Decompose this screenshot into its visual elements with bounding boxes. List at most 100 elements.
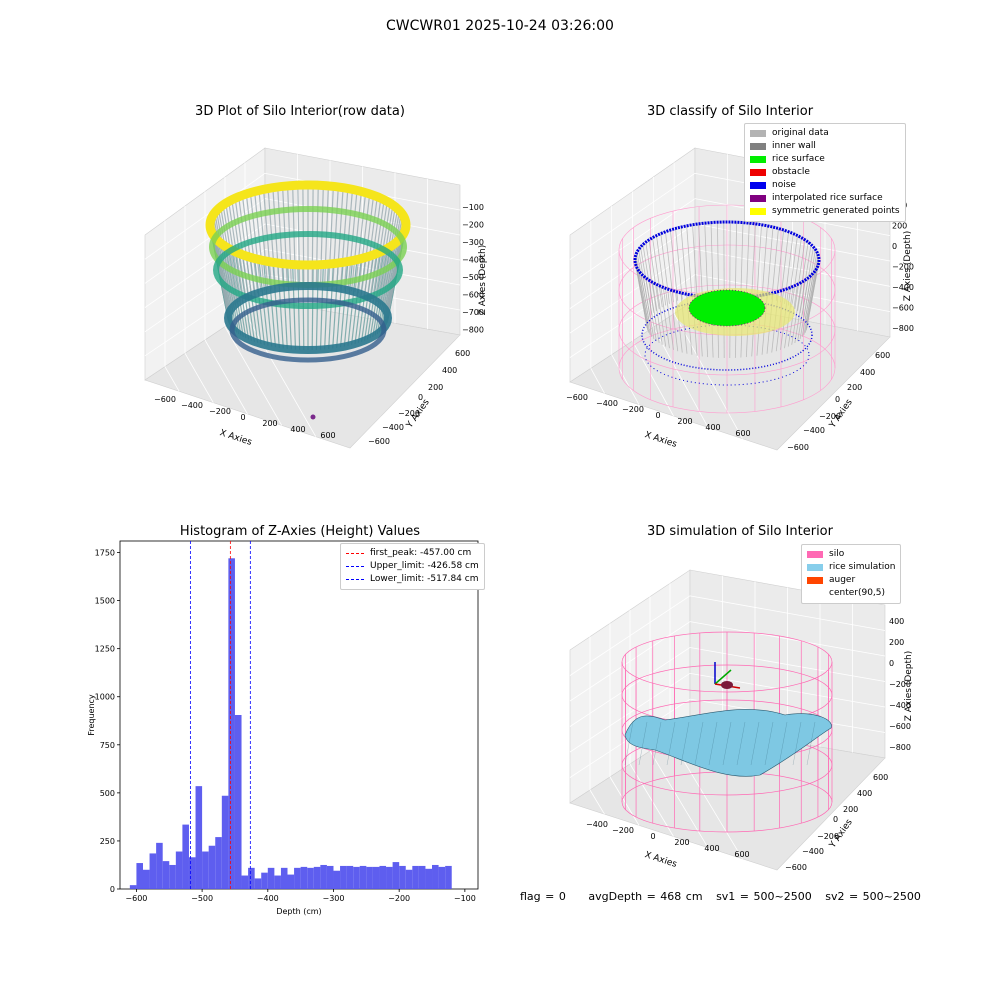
sv1-value: sv1 = 500~2500 — [716, 890, 812, 903]
simulation-legend-swatch — [807, 590, 823, 597]
raw-grid-line — [164, 366, 180, 392]
classify-legend-label: noise — [772, 180, 796, 190]
histogram-y-label: Frequency — [87, 694, 96, 736]
histogram-plot-area — [119, 540, 479, 890]
simulation-legend-swatch — [807, 577, 823, 584]
cls-x-label: X Axies — [643, 430, 678, 450]
cls-z-label: Z Axies (Depth) — [903, 231, 913, 302]
cls-grid-line — [590, 368, 605, 394]
cls-grid-line — [673, 313, 743, 439]
sim-x-tick: −400 — [586, 820, 608, 829]
cls-original-stroke — [656, 235, 667, 306]
cls-original-stroke — [635, 254, 649, 322]
sim-y-tick: −400 — [802, 847, 824, 856]
cls-y-tick: 200 — [847, 383, 862, 392]
cls-original-stroke — [692, 224, 698, 297]
histogram-bar — [418, 865, 426, 889]
simulation-legend-label: silo — [829, 549, 845, 559]
raw-y-tick: −600 — [368, 437, 390, 446]
raw-plot-title: 3D Plot of Silo Interior(row data) — [195, 104, 405, 119]
classify-legend-swatch — [750, 169, 766, 176]
classify-legend-item: inner wall — [750, 140, 900, 153]
raw-y-tick: 600 — [455, 349, 470, 358]
histogram-x-tick: −500 — [191, 894, 213, 903]
sim-y-tick: 200 — [843, 805, 858, 814]
histogram-legend-label: Lower_limit: -517.84 cm — [370, 574, 479, 584]
histogram-legend-swatch — [346, 579, 364, 580]
cls-z-tick: −600 — [892, 304, 914, 313]
raw-y-tick: 200 — [428, 383, 443, 392]
cls-original-stroke — [634, 259, 648, 327]
cls-original-stroke — [665, 288, 674, 350]
histogram-bar — [228, 558, 235, 889]
histogram-bar — [241, 875, 249, 889]
histogram-legend-item: first_peak: -457.00 cm — [346, 547, 479, 560]
histogram-bar — [221, 795, 229, 889]
sim-z-label: Z Axies (Depth) — [904, 651, 914, 722]
cls-original-stroke — [698, 223, 703, 296]
sim-x-tick: 600 — [734, 850, 749, 859]
sim-grid-line — [609, 776, 640, 826]
cls-x-tick: 200 — [677, 417, 692, 426]
cls-original-stroke — [680, 227, 688, 299]
histogram-bar — [136, 863, 143, 889]
raw-x-tick: −200 — [209, 407, 231, 416]
classify-legend-item: symmetric generated points — [750, 205, 900, 218]
histogram-legend-swatch — [346, 553, 364, 554]
histogram-y-tick: 0 — [110, 885, 115, 894]
cls-original-stroke — [805, 254, 819, 322]
histogram-bar — [379, 865, 387, 889]
cls-original-stroke — [797, 242, 809, 312]
avg-depth-value: avgDepth = 468 cm — [588, 890, 703, 903]
classify-legend-swatch — [750, 182, 766, 189]
cls-original-stroke — [740, 222, 744, 295]
simulation-legend-item: rice simulation — [807, 561, 895, 574]
histogram-bar — [366, 866, 373, 889]
sim-mesh-line — [638, 721, 648, 766]
cls-original-stroke — [675, 291, 683, 353]
histogram-bar — [280, 867, 288, 889]
sim-z-tick: −400 — [889, 701, 911, 710]
sim-y-tick: 600 — [873, 773, 888, 782]
raw-z-tick: −800 — [462, 326, 484, 335]
cls-rice-surface — [689, 290, 765, 326]
classify-legend-item: original data — [750, 127, 900, 140]
cls-z-tick: 200 — [892, 222, 907, 231]
cls-original-stroke — [803, 249, 816, 318]
sim-mesh-line — [708, 721, 718, 766]
histogram-bar — [254, 878, 262, 889]
cls-z-tick: −200 — [892, 263, 914, 272]
raw-grid-line — [204, 339, 248, 415]
cls-y-tick: 0 — [835, 395, 840, 404]
sim-z-tick: 400 — [889, 617, 904, 626]
classify-plot-title: 3D classify of Silo Interior — [646, 104, 814, 119]
classify-legend-swatch — [750, 156, 766, 163]
histogram-bar — [392, 862, 400, 889]
raw-top-ring — [205, 180, 411, 270]
sim-x-tick: 0 — [650, 832, 655, 841]
raw-wall-stroke — [383, 212, 402, 309]
sim-z-tick: −600 — [889, 722, 911, 731]
histogram-legend-swatch — [346, 566, 364, 567]
classify-legend-item: interpolated rice surface — [750, 192, 900, 205]
cls-original-stroke — [710, 222, 714, 295]
cls-original-stroke — [660, 233, 670, 304]
cls-y-tick: −600 — [787, 443, 809, 452]
histogram-legend-item: Upper_limit: -426.58 cm — [346, 560, 479, 573]
sim-x-tick: 200 — [674, 838, 689, 847]
raw-x-tick: −400 — [181, 401, 203, 410]
cls-original-stroke — [791, 237, 802, 308]
histogram-bar — [274, 875, 281, 889]
histogram-x-tick: −100 — [454, 894, 476, 903]
cls-original-stroke — [686, 225, 693, 298]
sim-mesh-line — [624, 721, 634, 766]
histogram-bar — [129, 885, 137, 889]
cls-x-tick: 400 — [705, 423, 720, 432]
histogram-bar — [313, 866, 321, 889]
cls-original-stroke — [791, 282, 802, 345]
cls-original-stroke — [734, 222, 738, 295]
cls-original-stroke — [652, 237, 663, 308]
histogram-bar — [287, 874, 295, 889]
raw-z-tick: −400 — [462, 256, 484, 265]
histogram-y-tick: 1500 — [95, 597, 115, 606]
